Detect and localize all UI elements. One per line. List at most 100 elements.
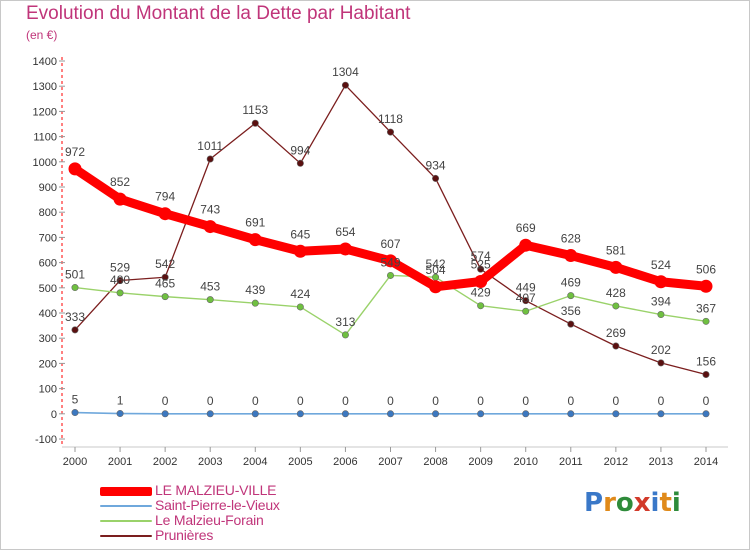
y-tick-label: 400 xyxy=(39,308,57,320)
series-marker xyxy=(432,174,440,182)
y-tick-label: 800 xyxy=(39,207,57,219)
data-label: 0 xyxy=(342,394,349,408)
x-tick-label: 2007 xyxy=(378,456,402,468)
series-marker xyxy=(251,299,259,307)
y-tick-label: 1300 xyxy=(33,81,57,93)
series-marker xyxy=(296,410,304,418)
y-tick-label: 300 xyxy=(39,333,57,345)
series-marker xyxy=(341,410,349,418)
series-marker xyxy=(296,159,304,167)
series-marker xyxy=(699,279,713,293)
series-marker xyxy=(657,359,665,367)
series-marker xyxy=(612,302,620,310)
data-label: 504 xyxy=(426,263,446,277)
series-marker xyxy=(567,292,575,300)
series-marker xyxy=(519,238,533,252)
data-label: 529 xyxy=(110,260,130,274)
series-marker xyxy=(338,242,352,256)
y-tick-label: 1100 xyxy=(33,132,57,144)
series-marker xyxy=(477,265,485,273)
x-tick-label: 2001 xyxy=(108,456,132,468)
logo-letter: t xyxy=(659,488,672,518)
series-marker xyxy=(702,410,710,418)
series-marker xyxy=(293,244,307,258)
data-label: 429 xyxy=(471,286,491,300)
chart-axes: -100010020030040050060070080090010001100… xyxy=(33,56,728,468)
data-label: 0 xyxy=(703,394,710,408)
data-label: 549 xyxy=(380,255,400,269)
data-label: 394 xyxy=(651,295,671,309)
series-marker xyxy=(564,249,578,263)
series-marker xyxy=(248,233,262,247)
data-label: 1153 xyxy=(242,103,268,117)
legend-label: Prunières xyxy=(155,527,214,543)
data-label: 469 xyxy=(561,276,581,290)
legend-label: LE MALZIEU-VILLE xyxy=(155,482,277,498)
data-label: 691 xyxy=(245,216,265,230)
series-marker xyxy=(522,307,530,315)
y-tick-label: -100 xyxy=(35,434,57,446)
series-marker xyxy=(203,220,217,234)
chart-series-markers xyxy=(68,81,713,418)
data-label: 269 xyxy=(606,326,626,340)
legend-swatch xyxy=(100,520,152,522)
chart-title: Evolution du Montant de la Dette par Hab… xyxy=(26,3,411,24)
x-tick-label: 2004 xyxy=(243,456,267,468)
line-chart: -100010020030040050060070080090010001100… xyxy=(33,56,728,468)
series-marker xyxy=(161,273,169,281)
data-label: 669 xyxy=(516,221,536,235)
y-tick-label: 1000 xyxy=(33,157,57,169)
legend-swatch xyxy=(100,535,152,537)
logo-letter: i xyxy=(671,488,681,518)
series-marker xyxy=(341,331,349,339)
series-marker xyxy=(612,342,620,350)
logo-letter: P xyxy=(584,488,604,518)
series-marker xyxy=(116,289,124,297)
x-tick-label: 2013 xyxy=(649,456,673,468)
series-marker xyxy=(657,311,665,319)
series-marker xyxy=(522,297,530,305)
data-label: 5 xyxy=(72,393,79,407)
series-marker xyxy=(161,410,169,418)
x-tick-label: 2002 xyxy=(153,456,177,468)
series-marker xyxy=(609,260,623,274)
data-label: 506 xyxy=(696,262,716,276)
series-marker xyxy=(474,275,488,288)
series-marker xyxy=(567,410,575,418)
data-label: 542 xyxy=(155,257,175,271)
series-marker xyxy=(68,162,82,176)
series-marker xyxy=(113,192,127,206)
data-label: 794 xyxy=(155,190,175,204)
x-tick-label: 2003 xyxy=(198,456,222,468)
data-label: 645 xyxy=(290,227,310,241)
series-marker xyxy=(432,410,440,418)
data-label: 202 xyxy=(651,343,671,357)
y-tick-label: 1200 xyxy=(33,106,57,118)
data-label: 525 xyxy=(471,258,491,272)
series-marker xyxy=(161,293,169,301)
data-label: 654 xyxy=(335,225,355,239)
logo-letter: r xyxy=(603,488,616,518)
y-tick-label: 600 xyxy=(39,258,57,270)
data-label: 1011 xyxy=(197,139,223,153)
logo-letter: x xyxy=(633,488,651,518)
legend-label: Le Malzieu-Forain xyxy=(155,512,264,528)
data-label: 333 xyxy=(65,310,85,324)
logo-letter: i xyxy=(650,488,660,518)
data-label: 465 xyxy=(155,277,175,291)
y-tick-label: 900 xyxy=(39,182,57,194)
series-marker xyxy=(158,207,172,221)
series-marker xyxy=(386,410,394,418)
series-marker xyxy=(206,410,214,418)
series-marker xyxy=(206,296,214,304)
series-marker xyxy=(657,410,665,418)
data-label: 313 xyxy=(335,315,355,329)
series-marker xyxy=(116,410,124,418)
data-label: 501 xyxy=(65,268,85,282)
data-label: 743 xyxy=(200,203,220,217)
series-marker xyxy=(296,303,304,311)
series-marker xyxy=(71,284,79,292)
data-label: 994 xyxy=(290,143,310,157)
x-tick-label: 2006 xyxy=(333,456,357,468)
data-label: 1304 xyxy=(332,65,359,79)
